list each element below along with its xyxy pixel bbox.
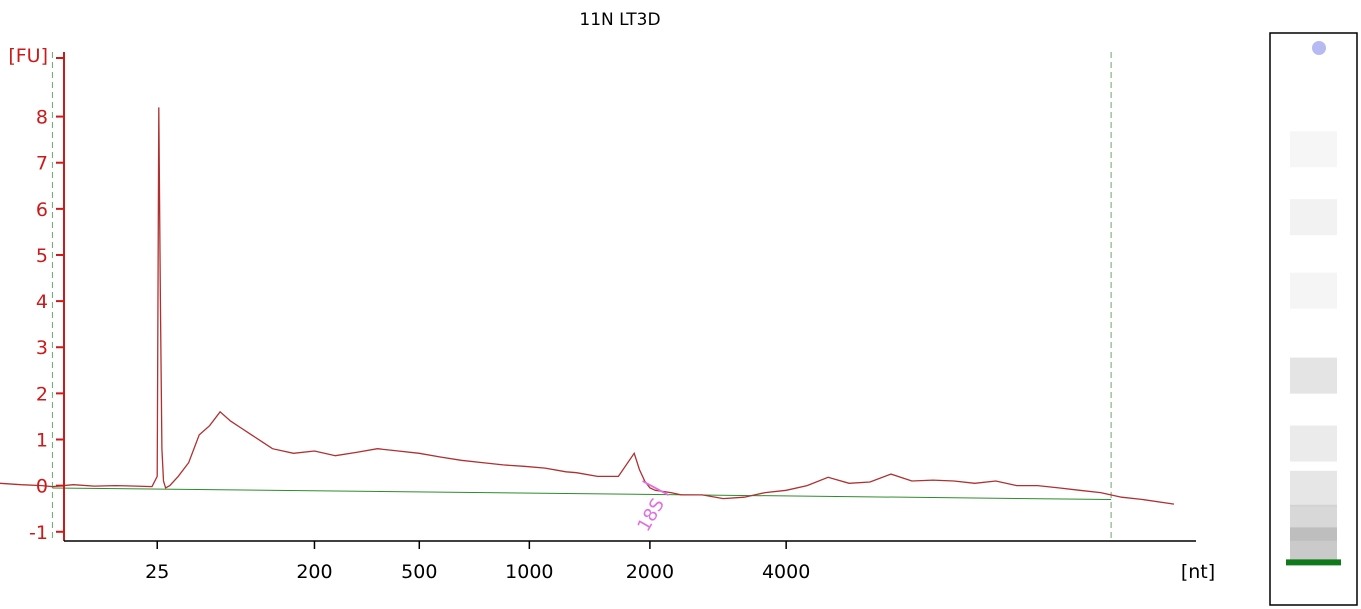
y-tick-label: 2: [36, 383, 48, 405]
series-trace: [0, 107, 1175, 505]
chart-title: 11N LT3D: [579, 10, 660, 30]
y-tick-label: -1: [29, 522, 48, 544]
gel-band: [1290, 272, 1337, 309]
x-unit-label: [nt]: [1181, 561, 1215, 583]
y-tick-label: 8: [36, 107, 48, 129]
y-unit-label: [FU]: [8, 45, 48, 67]
gel-marker-band: [1286, 559, 1341, 566]
y-axis: -1 0 1 2 3 4 5 6 7 8 [FU]: [8, 45, 65, 544]
y-tick-label: 4: [36, 291, 48, 313]
y-tick-label: 0: [36, 476, 48, 498]
y-tick-label: 6: [36, 199, 48, 221]
y-tick-label: 5: [36, 245, 48, 267]
gel-band: [1290, 504, 1337, 541]
x-tick-label: 25: [145, 561, 169, 583]
gel-lane: [1269, 32, 1358, 606]
annotation-leader: [642, 480, 669, 496]
gel-band: [1290, 199, 1337, 236]
x-ticks: 25 200 500 1000 2000 4000: [145, 541, 810, 583]
x-tick-label: 500: [401, 561, 437, 583]
y-ticks: -1 0 1 2 3 4 5 6 7 8: [29, 57, 64, 544]
gel-band: [1290, 425, 1337, 462]
gel-bands: [1290, 131, 1337, 564]
y-tick-label: 1: [36, 430, 48, 452]
gel-band: [1290, 131, 1337, 168]
x-tick-label: 4000: [762, 561, 810, 583]
gel-well-dot: [1312, 41, 1326, 55]
gel-band: [1290, 470, 1337, 507]
x-tick-label: 200: [296, 561, 332, 583]
annotation-label: 18S: [634, 495, 669, 535]
x-axis: 25 200 500 1000 2000 4000 [nt]: [64, 540, 1215, 583]
y-tick-label: 3: [36, 337, 48, 359]
x-tick-label: 1000: [505, 561, 553, 583]
plot-area: 18S: [0, 52, 1175, 541]
x-tick-label: 2000: [626, 561, 674, 583]
gel-band: [1290, 357, 1337, 394]
baseline-line: [52, 487, 1112, 500]
y-tick-label: 7: [36, 153, 48, 175]
